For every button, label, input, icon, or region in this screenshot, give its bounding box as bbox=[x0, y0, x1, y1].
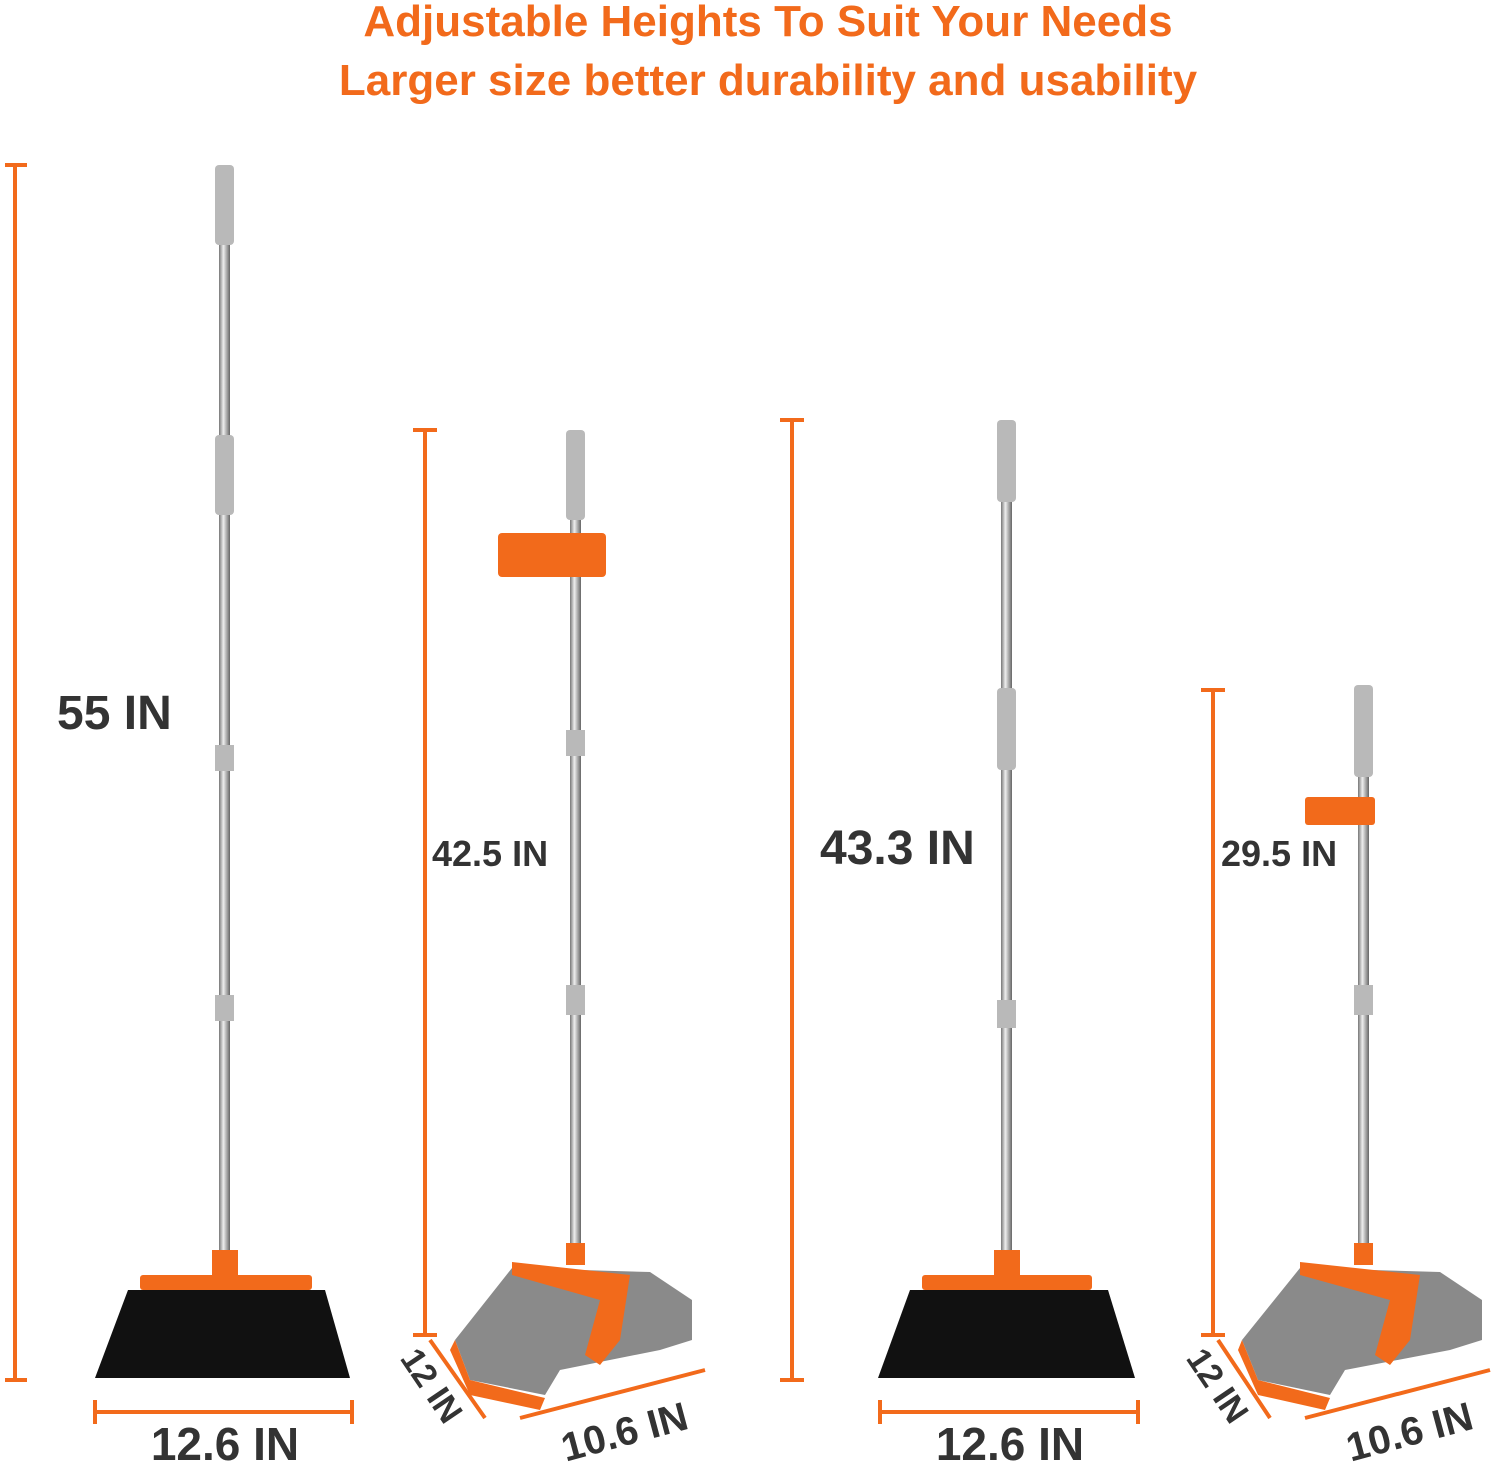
broom-short bbox=[878, 420, 1135, 1378]
title-line-2: Larger size better durability and usabil… bbox=[339, 56, 1198, 105]
broom-tall bbox=[95, 165, 350, 1378]
width-label-3: 12.6 IN bbox=[936, 1418, 1084, 1468]
dustpan-tall bbox=[450, 430, 692, 1410]
width-label-2: 10.6 IN bbox=[557, 1395, 693, 1468]
title-line-1: Adjustable Heights To Suit Your Needs bbox=[363, 0, 1172, 46]
height-label-1: 55 IN bbox=[57, 687, 172, 740]
height-label-4: 29.5 IN bbox=[1221, 833, 1337, 874]
height-label-3: 43.3 IN bbox=[820, 822, 975, 875]
height-label-2: 42.5 IN bbox=[432, 833, 548, 874]
width-label-4: 10.6 IN bbox=[1342, 1395, 1478, 1468]
dimension-lines bbox=[5, 163, 1491, 1424]
dustpan-short bbox=[1238, 685, 1482, 1410]
width-label-1: 12.6 IN bbox=[151, 1418, 299, 1468]
